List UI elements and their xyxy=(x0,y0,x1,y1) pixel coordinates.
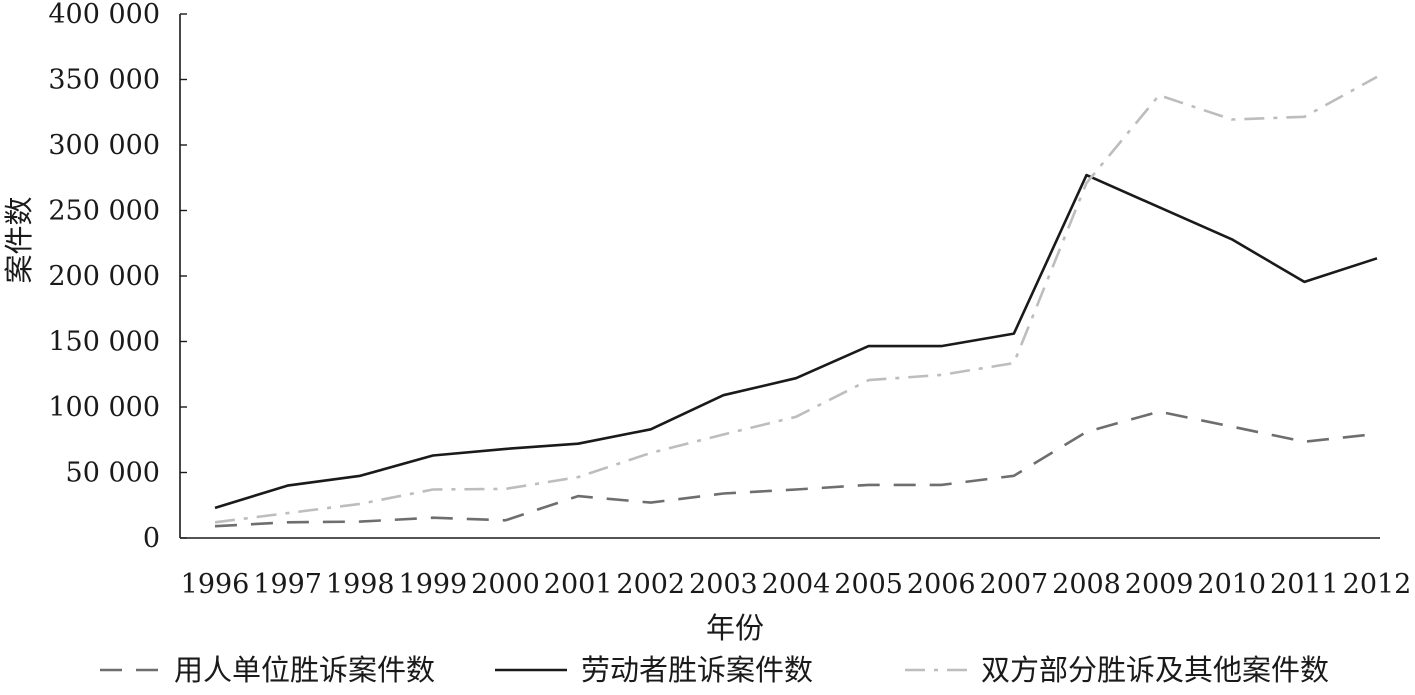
x-tick-label: 2003 xyxy=(689,569,758,600)
series-line-3 xyxy=(214,75,1378,524)
x-axis-title: 年份 xyxy=(706,611,764,645)
y-tick-label: 300 000 xyxy=(48,130,160,161)
x-tick-label: 2000 xyxy=(471,569,540,600)
x-tick-label: 2004 xyxy=(762,569,831,600)
series-line-2 xyxy=(214,173,1378,510)
x-tick-label: 2002 xyxy=(616,569,685,600)
x-tick-label: 2001 xyxy=(544,569,613,600)
x-tick-label: 2006 xyxy=(907,569,976,600)
y-tick-label: 250 000 xyxy=(48,196,160,227)
y-tick-label: 200 000 xyxy=(48,261,160,292)
y-tick-label: 350 000 xyxy=(48,65,160,96)
y-tick-label: 100 000 xyxy=(48,392,160,423)
x-tick-label: 2007 xyxy=(980,569,1049,600)
y-tick-label: 150 000 xyxy=(48,327,160,358)
x-tick-label: 2010 xyxy=(1197,569,1266,600)
axes xyxy=(179,13,1380,539)
x-tick-label: 1996 xyxy=(181,569,250,600)
x-tick-label: 1998 xyxy=(326,569,395,600)
y-axis-title: 案件数 xyxy=(2,196,36,283)
legend: 用人单位胜诉案件数 劳动者胜诉案件数 双方部分胜诉及其他案件数 xyxy=(100,653,1329,687)
x-tick-label: 1997 xyxy=(253,569,322,600)
y-tick-label: 400 000 xyxy=(48,0,160,30)
legend-label-1: 用人单位胜诉案件数 xyxy=(174,653,435,687)
legend-label-2: 劳动者胜诉案件数 xyxy=(581,653,813,687)
x-tick-label: 2012 xyxy=(1343,569,1412,600)
series-lines xyxy=(214,75,1378,528)
x-tick-label: 2009 xyxy=(1125,569,1194,600)
y-tick-label: 50 000 xyxy=(66,458,160,489)
x-tick-label: 2005 xyxy=(834,569,903,600)
x-tick-label: 1999 xyxy=(399,569,468,600)
series-line-1 xyxy=(214,410,1378,528)
legend-label-3: 双方部分胜诉及其他案件数 xyxy=(981,653,1329,687)
x-tick-label: 2008 xyxy=(1052,569,1121,600)
x-tick-label: 2011 xyxy=(1270,569,1339,600)
y-tick-label: 0 xyxy=(143,523,160,554)
tick-labels: 0 50 000 100 000 150 000 200 000 250 000 300 0… xyxy=(48,0,1411,600)
